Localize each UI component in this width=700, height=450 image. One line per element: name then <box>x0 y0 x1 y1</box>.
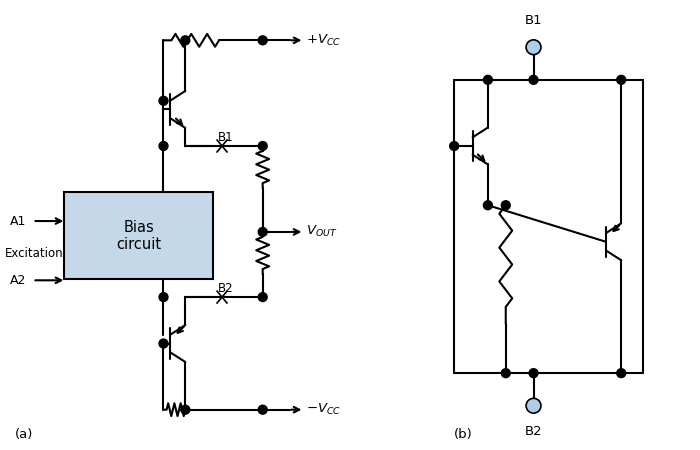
Circle shape <box>181 405 190 414</box>
Text: B2: B2 <box>218 282 234 295</box>
Circle shape <box>526 40 541 54</box>
Text: (a): (a) <box>15 428 33 441</box>
Text: $V_{OUT}$: $V_{OUT}$ <box>307 225 338 239</box>
Text: A2: A2 <box>10 274 27 287</box>
Circle shape <box>617 75 626 84</box>
Circle shape <box>484 201 492 210</box>
Circle shape <box>501 201 510 210</box>
Circle shape <box>258 405 267 414</box>
Circle shape <box>258 36 267 45</box>
Circle shape <box>258 292 267 302</box>
Circle shape <box>449 142 459 150</box>
Circle shape <box>159 292 168 302</box>
Circle shape <box>159 142 168 150</box>
Circle shape <box>501 369 510 378</box>
Text: $-V_{CC}$: $-V_{CC}$ <box>307 402 342 417</box>
Circle shape <box>258 227 267 236</box>
Text: Bias
circuit: Bias circuit <box>116 220 161 252</box>
FancyBboxPatch shape <box>64 193 213 279</box>
Text: Excitation: Excitation <box>5 247 64 260</box>
Circle shape <box>181 36 190 45</box>
Text: B1: B1 <box>525 14 542 27</box>
Circle shape <box>529 75 538 84</box>
Text: $+V_{CC}$: $+V_{CC}$ <box>307 33 342 48</box>
Circle shape <box>258 142 267 150</box>
Text: A1: A1 <box>10 215 27 228</box>
Circle shape <box>617 369 626 378</box>
Text: B1: B1 <box>218 131 234 144</box>
Circle shape <box>526 398 541 413</box>
Text: B2: B2 <box>525 426 542 438</box>
Circle shape <box>159 96 168 105</box>
Circle shape <box>484 75 492 84</box>
Circle shape <box>159 339 168 348</box>
Circle shape <box>529 369 538 378</box>
Text: (b): (b) <box>454 428 473 441</box>
